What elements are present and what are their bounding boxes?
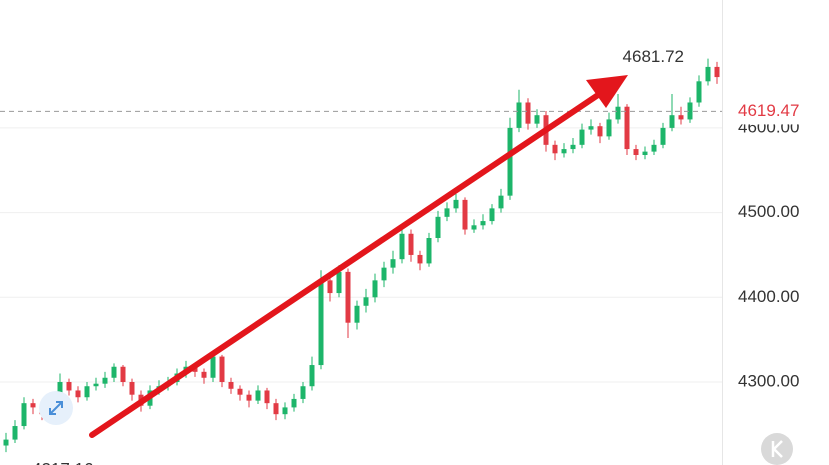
- candle-body: [696, 81, 702, 103]
- candle-body: [237, 388, 243, 395]
- candle-body: [624, 106, 630, 150]
- candle-body: [3, 439, 9, 446]
- candle-body: [21, 403, 27, 427]
- candle-body: [606, 119, 612, 137]
- candle-body: [597, 126, 603, 137]
- expand-icon[interactable]: [39, 391, 73, 425]
- y-tick-label: 4300.00: [738, 371, 799, 390]
- candle-body: [633, 149, 639, 155]
- candle-body: [246, 394, 252, 401]
- k-button-bg: [761, 433, 793, 465]
- candle-body: [264, 390, 270, 404]
- candle-body: [66, 381, 72, 391]
- candle-body: [336, 271, 342, 294]
- candle-body: [390, 259, 396, 268]
- candle-body: [210, 356, 216, 378]
- candle-body: [516, 102, 522, 128]
- candle-body: [534, 115, 540, 124]
- candle-body: [345, 271, 351, 323]
- candle-body: [255, 390, 261, 401]
- low-label: 4217.16: [32, 460, 93, 465]
- high-label: 4681.72: [623, 47, 684, 66]
- candle-body: [453, 199, 459, 209]
- candle-body: [480, 221, 486, 226]
- candle-body: [669, 115, 675, 128]
- candle-body: [282, 407, 288, 415]
- candle-body: [705, 66, 711, 82]
- candle-body: [372, 280, 378, 298]
- arrow-head: [586, 75, 628, 108]
- candle-body: [273, 403, 279, 415]
- trend-arrow: [89, 75, 628, 438]
- candle-body: [507, 127, 513, 196]
- candle-body: [111, 366, 117, 378]
- candle-body: [129, 381, 135, 395]
- y-tick-label: 4500.00: [738, 202, 799, 221]
- candle-body: [579, 129, 585, 145]
- candle-body: [714, 66, 720, 78]
- candle-body: [615, 106, 621, 120]
- candle-body: [462, 199, 468, 230]
- candle-body: [12, 426, 18, 440]
- candle-body: [327, 280, 333, 294]
- candle-body: [570, 144, 576, 150]
- candle-body: [489, 208, 495, 222]
- last-price-label: 4619.47: [738, 101, 799, 120]
- candle-body: [660, 127, 666, 145]
- candle-body: [417, 254, 423, 264]
- expand-icon-glyph: [49, 401, 63, 415]
- candle-body: [354, 305, 360, 323]
- candle-body: [30, 403, 36, 408]
- candle-body: [426, 238, 432, 264]
- candle-body: [525, 102, 531, 124]
- candle-body: [363, 297, 369, 306]
- candle-body: [75, 390, 81, 398]
- candle-body: [84, 386, 90, 398]
- last-price-box: [726, 98, 826, 125]
- candle-body: [300, 386, 306, 399]
- grid: [0, 127, 722, 383]
- candle-body: [102, 377, 108, 384]
- candle-body: [588, 126, 594, 130]
- candle-body: [228, 381, 234, 389]
- candle-body: [201, 371, 207, 378]
- candle-body: [291, 398, 297, 408]
- candle-body: [57, 381, 63, 399]
- candle-body: [399, 233, 405, 260]
- candle-body: [444, 208, 450, 217]
- candle-body: [309, 365, 315, 387]
- candle-body: [219, 356, 225, 382]
- candle-body: [651, 144, 657, 152]
- candle-body: [318, 280, 324, 366]
- candle-body: [435, 216, 441, 239]
- k-button[interactable]: [761, 433, 793, 465]
- candle-body: [498, 195, 504, 209]
- candle-body: [561, 149, 567, 154]
- labels: 4300.004400.004500.004600.004681.724217.…: [0, 47, 826, 465]
- candle-body: [120, 366, 126, 382]
- candle-body: [642, 151, 648, 155]
- candle-body: [408, 233, 414, 255]
- candle-body: [381, 267, 387, 281]
- arrow-shaft: [89, 92, 601, 438]
- y-tick-label: 4400.00: [738, 287, 799, 306]
- candle-body: [552, 144, 558, 154]
- candle-body: [687, 102, 693, 120]
- candle-body: [93, 383, 99, 387]
- k-button-glyph: [771, 440, 783, 458]
- candle-body: [678, 115, 684, 120]
- candle-body: [471, 225, 477, 230]
